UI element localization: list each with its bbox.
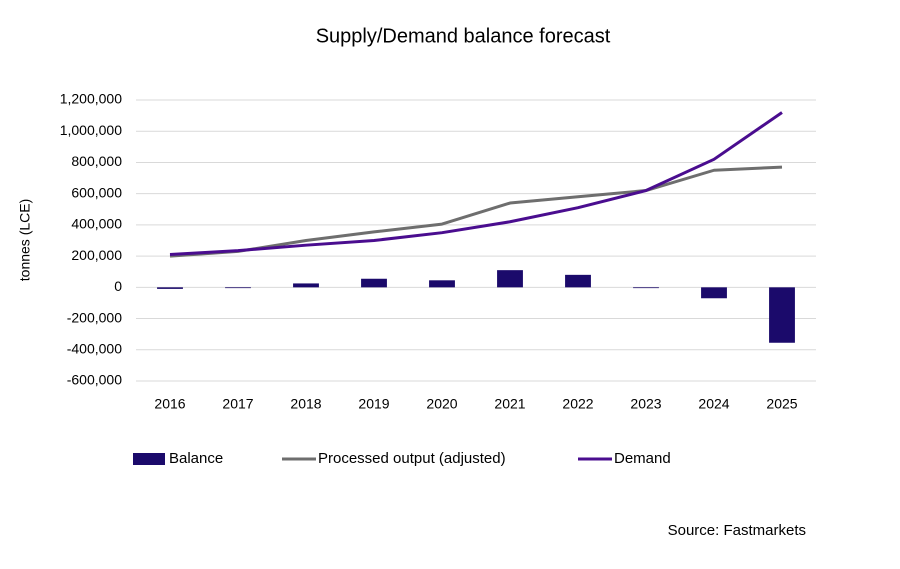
x-tick-label: 2021 [494, 396, 525, 412]
x-tick-label: 2016 [154, 396, 185, 412]
chart-title: Supply/Demand balance forecast [316, 25, 611, 47]
bar [701, 287, 727, 299]
x-tick-label: 2025 [766, 396, 797, 412]
bar [293, 283, 319, 288]
bar [157, 287, 183, 289]
y-tick-label: 800,000 [71, 153, 122, 169]
legend-swatch [133, 453, 165, 465]
x-tick-label: 2023 [630, 396, 661, 412]
bar [633, 287, 659, 289]
y-tick-label: 0 [114, 278, 122, 294]
y-tick-label: 600,000 [71, 184, 122, 200]
y-tick-label: 1,000,000 [60, 122, 122, 138]
bar [361, 278, 387, 288]
x-tick-label: 2017 [222, 396, 253, 412]
bar [429, 280, 455, 288]
source: Source: Fastmarkets [668, 522, 806, 539]
y-tick-label: 200,000 [71, 247, 122, 263]
y-tick-label: -400,000 [67, 340, 122, 356]
y-tick-label: -200,000 [67, 309, 122, 325]
x-tick-label: 2020 [426, 396, 457, 412]
x-tick-label: 2019 [358, 396, 389, 412]
line [169, 111, 783, 257]
legend-label: Balance [169, 450, 223, 467]
legend-label: Demand [614, 450, 671, 467]
x-tick-label: 2022 [562, 396, 593, 412]
bar [769, 287, 795, 343]
x-tick-label: 2024 [698, 396, 729, 412]
x-tick-label: 2018 [290, 396, 321, 412]
legend-label: Processed output (adjusted) [318, 450, 506, 467]
y-axis-label: tonnes (LCE) [17, 199, 33, 281]
y-tick-label: 1,200,000 [60, 91, 122, 107]
line [169, 165, 783, 258]
y-tick-label: -600,000 [67, 372, 122, 388]
bar [565, 274, 591, 288]
bar [497, 270, 523, 288]
bar [225, 287, 251, 289]
y-tick-label: 400,000 [71, 216, 122, 232]
